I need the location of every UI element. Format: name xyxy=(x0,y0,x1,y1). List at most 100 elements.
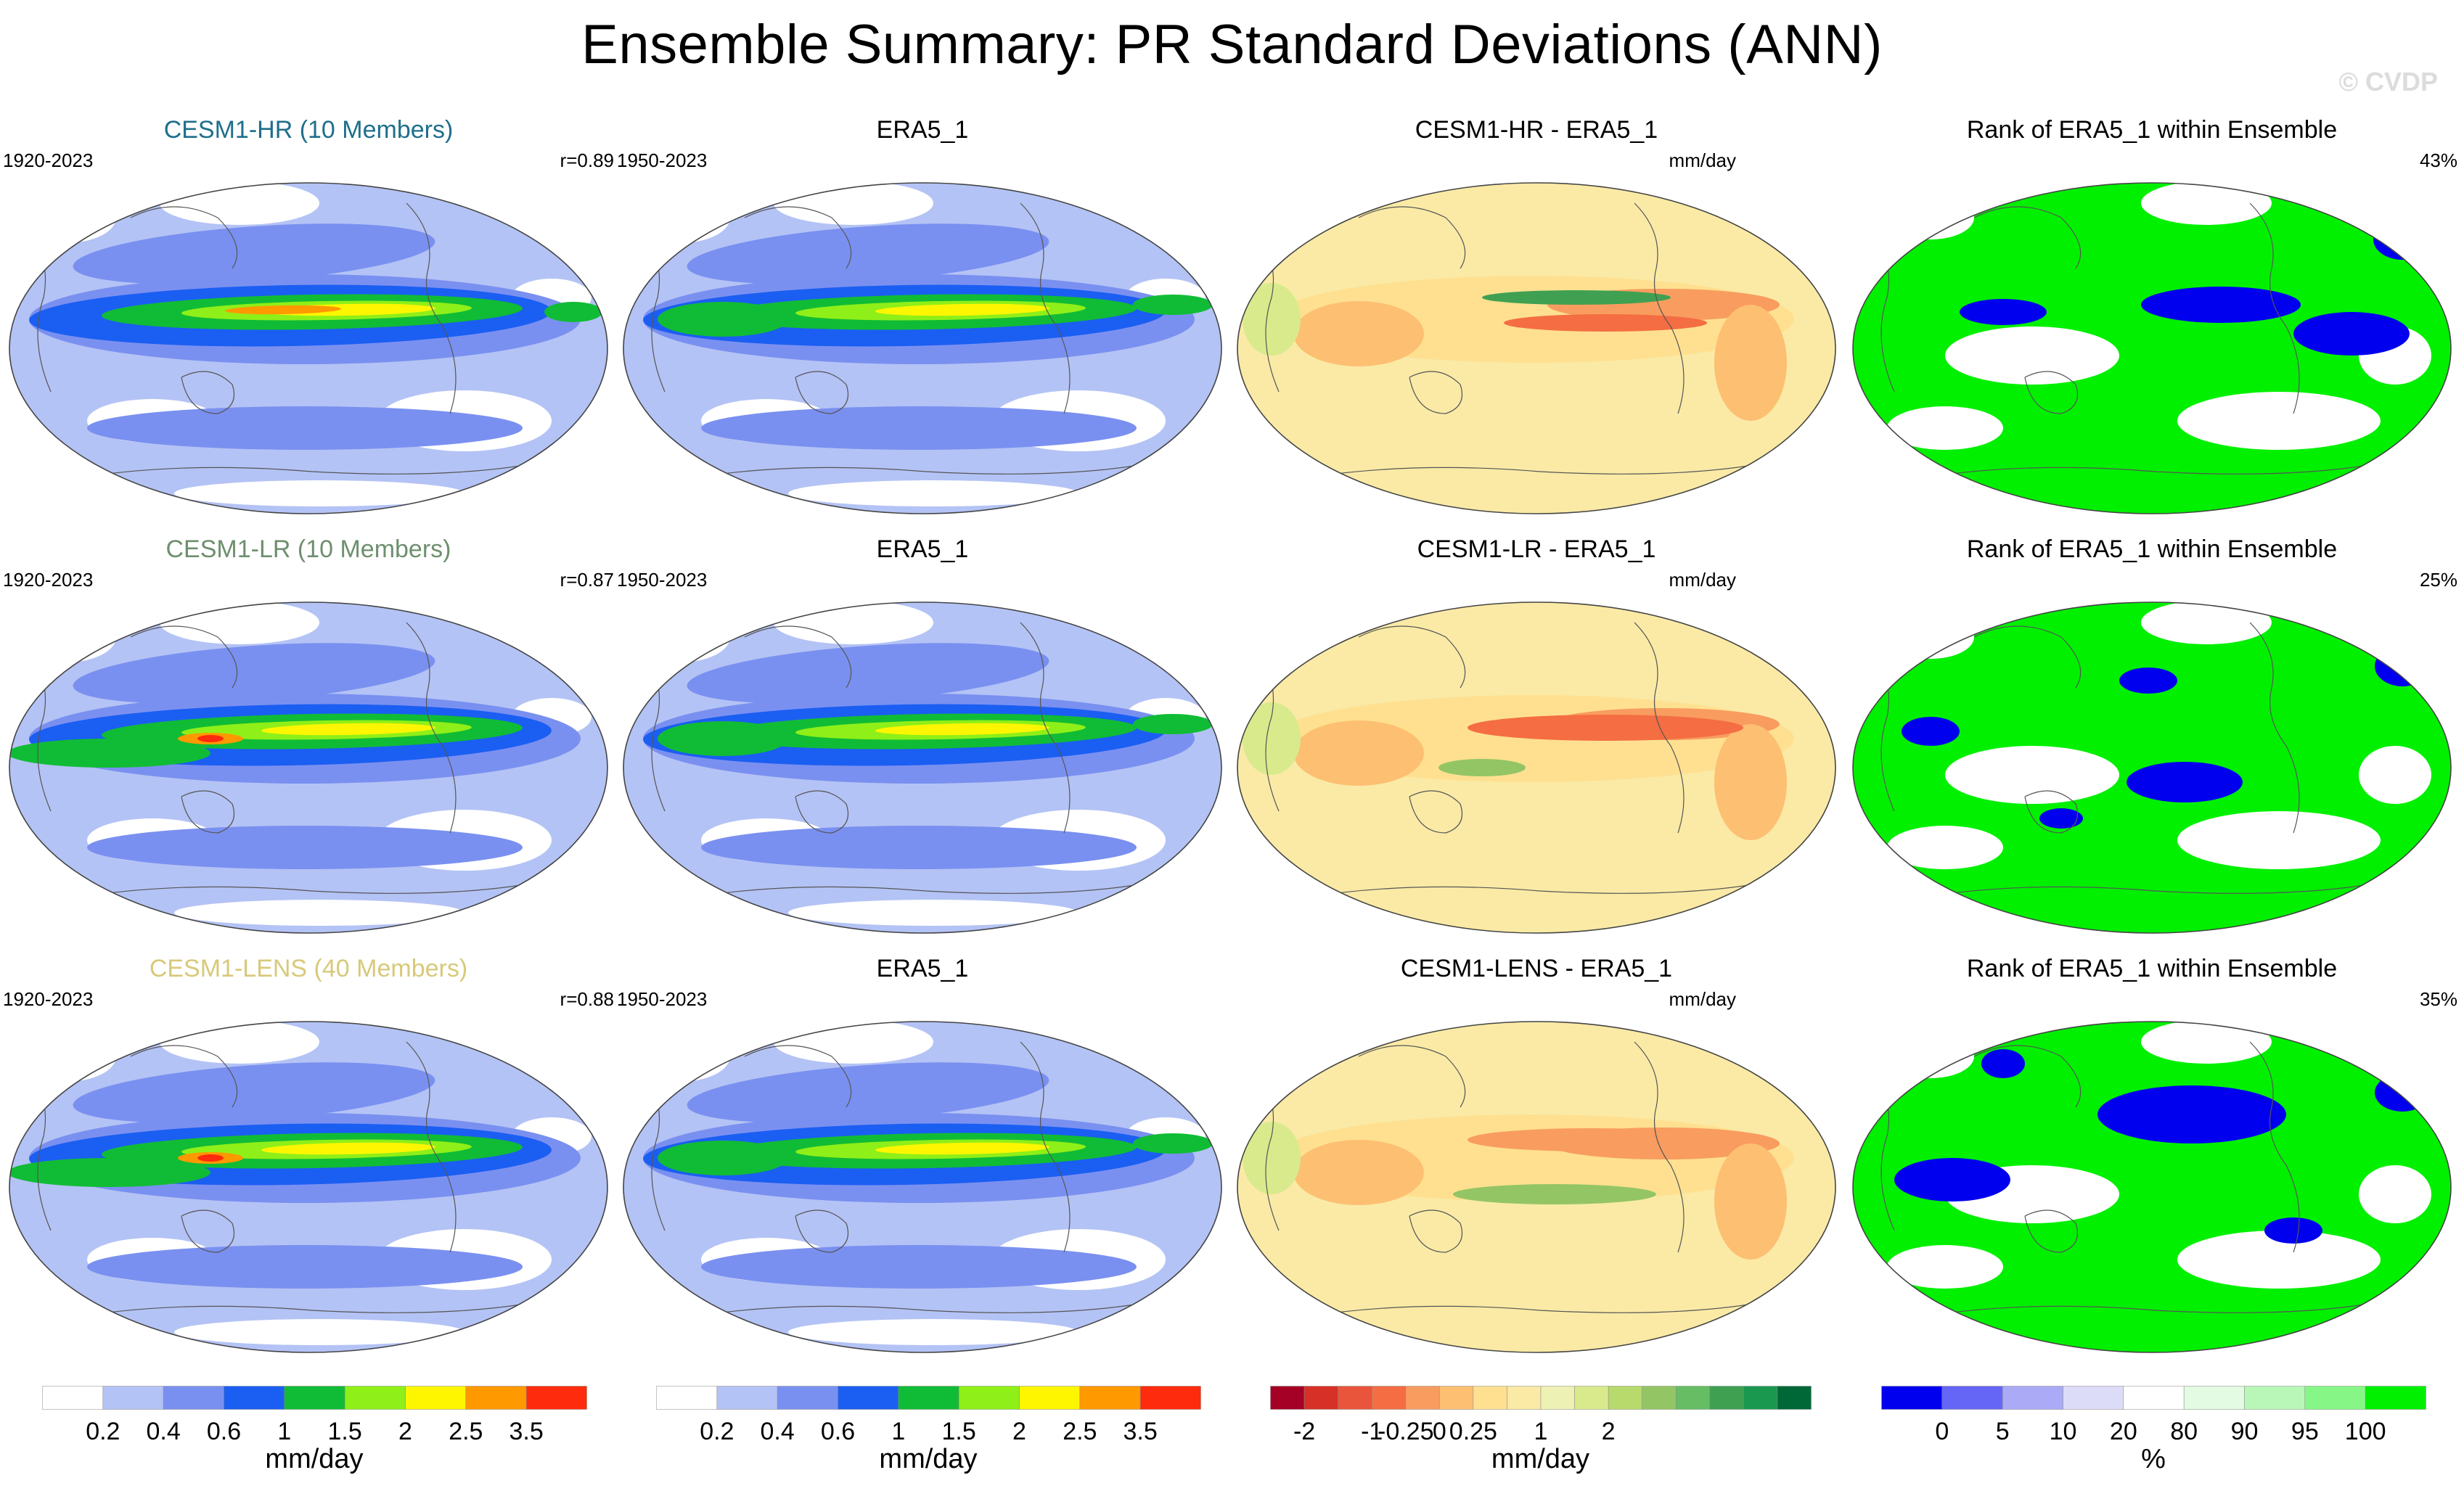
map-border xyxy=(1237,1021,1836,1353)
colorbar-box xyxy=(1540,1386,1575,1410)
storm-track-north xyxy=(687,1062,1049,1123)
colorbar-tick-label: 0.4 xyxy=(760,1418,795,1445)
antarctica-coast xyxy=(72,464,531,480)
field xyxy=(1853,183,2451,514)
americas-coast xyxy=(1634,1041,1685,1253)
map-rank-hr xyxy=(1852,182,2452,514)
americas-coast xyxy=(1020,1041,1071,1253)
asia-coast xyxy=(1358,625,1466,689)
colorbar-box xyxy=(465,1386,527,1410)
panel-period: 1950-2023 xyxy=(617,569,708,591)
asia-coast xyxy=(744,1045,852,1108)
map-border xyxy=(1237,601,1836,934)
panel-period: 1920-2023 xyxy=(3,988,94,1010)
low-rank-region xyxy=(2375,1074,2430,1112)
colorbar-tick-label: 0.2 xyxy=(86,1418,120,1445)
storm-track-south xyxy=(87,826,523,869)
australia-coast xyxy=(2024,1209,2079,1253)
neutral-patch xyxy=(1887,406,2003,450)
colorbar-tick-label: 0.4 xyxy=(146,1418,181,1445)
panel-period: 1920-2023 xyxy=(3,149,94,171)
panel-title: ERA5_1 xyxy=(876,116,969,144)
field xyxy=(9,183,607,514)
dry-region-n-africa xyxy=(15,1031,116,1082)
colorbar-stddev-obs: 0.2 0.4 0.6 1 1.5 2 2.5 3.5 mm/day xyxy=(656,1386,1201,1491)
map-diff-lr xyxy=(1237,601,1836,934)
indian-ocean-green xyxy=(9,739,210,768)
colorbar-box xyxy=(656,1386,718,1410)
colorbar-tick-label: 10 xyxy=(2049,1418,2077,1445)
colorbar-box xyxy=(2304,1386,2366,1410)
colorbar-tick-label: -0.25 xyxy=(1378,1418,1434,1445)
map-border xyxy=(9,1021,608,1353)
map-border xyxy=(623,182,1222,514)
colorbar-rank: 0 5 10 20 80 90 95 100% xyxy=(1881,1386,2426,1491)
colorbar-tick-label: 20 xyxy=(2109,1418,2137,1445)
colorbar-boxes xyxy=(1270,1386,1812,1410)
itcz-yellow xyxy=(875,723,1049,736)
asia-coast xyxy=(130,625,238,689)
storm-track-south xyxy=(87,1245,523,1289)
coastlines xyxy=(28,622,531,899)
map-border xyxy=(9,182,608,514)
panel-units: mm/day xyxy=(1669,569,1736,591)
asia-coast xyxy=(744,206,852,269)
coastlines xyxy=(28,1041,531,1318)
neutral-patch xyxy=(2141,183,2272,225)
rank-percent: 35% xyxy=(2419,988,2457,1010)
asia-coast xyxy=(130,206,238,269)
colorbar-box xyxy=(2183,1386,2245,1410)
map-border xyxy=(623,601,1222,934)
low-rank-region xyxy=(1894,1158,2010,1202)
low-rank-region xyxy=(1887,200,1945,235)
panel-r2-obs: ERA5_1 1950-2023 xyxy=(614,535,1231,938)
colorbar-box xyxy=(1473,1386,1507,1410)
low-rank-region xyxy=(2127,762,2243,802)
colorbar-tick-label: 5 xyxy=(1995,1418,2010,1445)
colorbar-box xyxy=(1303,1386,1338,1410)
panel-title: CESM1-HR (10 Members) xyxy=(163,116,454,144)
colorbar-tick-label: 2 xyxy=(1012,1418,1026,1445)
dry-region-asia xyxy=(160,1022,319,1064)
map-rank-lr xyxy=(1852,601,2452,934)
maritime-orange xyxy=(1293,301,1424,366)
map-rank-lens xyxy=(1852,1021,2452,1353)
panel-title: CESM1-LR (10 Members) xyxy=(165,535,451,563)
panel-r3-rank: Rank of ERA5_1 within Ensemble 35% xyxy=(1843,955,2460,1357)
colorbar-boxes xyxy=(656,1386,1201,1410)
colorbar-box xyxy=(224,1386,285,1410)
australia-coast xyxy=(795,371,849,414)
neutral-patch xyxy=(1887,1035,1974,1078)
maritime-orange xyxy=(1293,1140,1424,1205)
dry-region-southern xyxy=(788,900,1078,926)
south-america-orange xyxy=(1714,305,1787,421)
colorbar-tick-label: 3.5 xyxy=(509,1418,544,1445)
panel-title: CESM1-LR - ERA5_1 xyxy=(1417,535,1656,563)
panel-r2-diff: CESM1-LR - ERA5_1 mm/day xyxy=(1228,535,1845,938)
antarctica-coast xyxy=(1300,464,1759,480)
antarctica-coast xyxy=(1915,883,2374,899)
equatorial-green xyxy=(1482,290,1671,305)
maritime-orange xyxy=(1293,720,1424,786)
colorbar-tick-label: 0.25 xyxy=(1449,1418,1497,1445)
panel-r1-obs: ERA5_1 1950-2023 xyxy=(614,116,1231,519)
dry-region-n-africa xyxy=(629,1031,730,1082)
low-rank-region xyxy=(2119,668,2177,694)
maritime-green xyxy=(658,302,788,337)
field xyxy=(1237,1022,1835,1352)
colorbar-box xyxy=(2123,1386,2185,1410)
storm-track-north xyxy=(73,223,435,284)
maritime-green xyxy=(658,1141,788,1175)
low-rank-region xyxy=(2039,808,2083,829)
colorbar-units: mm/day xyxy=(1491,1444,1590,1474)
colorbar-box xyxy=(1676,1386,1711,1410)
colorbar-box xyxy=(1941,1386,2003,1410)
dry-region-asia xyxy=(160,183,319,225)
atlantic-itcz xyxy=(544,302,602,322)
storm-track-north xyxy=(687,643,1049,704)
colorbar-tick-label: 0 xyxy=(1432,1418,1446,1445)
colorbar-tick-label: 3.5 xyxy=(1123,1418,1158,1445)
colorbar-box xyxy=(1743,1386,1778,1410)
neutral-patch xyxy=(1887,196,1974,239)
equatorial-orange xyxy=(1468,1128,1714,1151)
